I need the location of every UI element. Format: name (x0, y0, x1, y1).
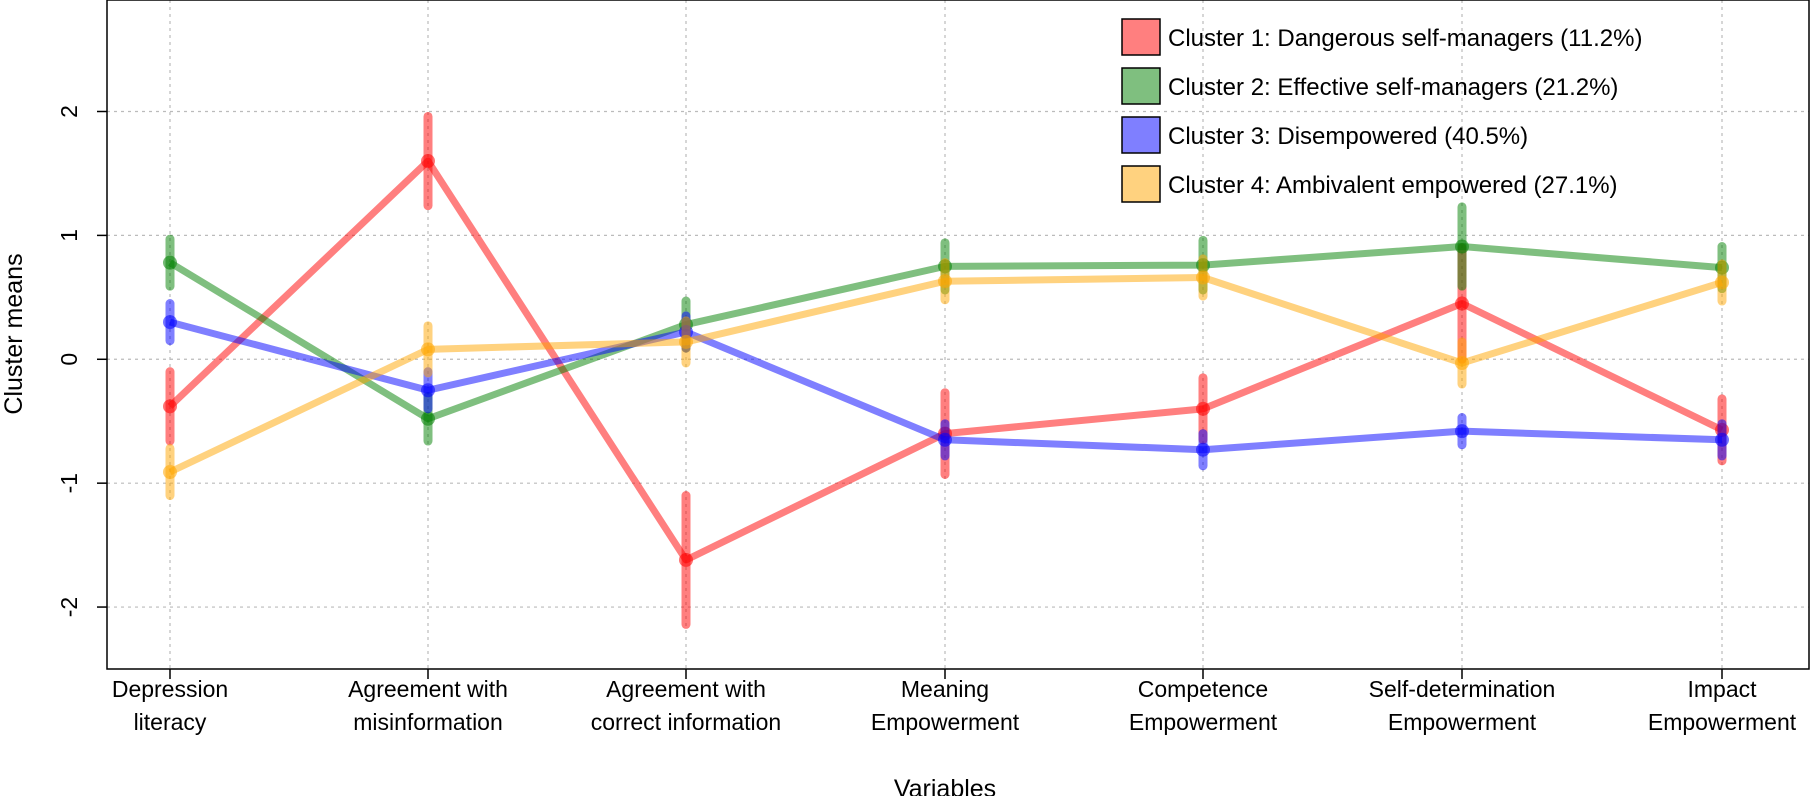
data-point (421, 383, 435, 398)
data-point (1455, 296, 1469, 311)
plot-frame (106, 0, 1810, 670)
data-point (421, 342, 435, 357)
x-tick-label: Self-determination Empowerment (1369, 676, 1556, 735)
data-point (1196, 401, 1210, 416)
data-point (163, 255, 177, 270)
data-point (1715, 432, 1729, 447)
y-axis-label: Cluster means (0, 253, 28, 414)
data-point (1455, 239, 1469, 254)
x-tick-label: Meaning Empowerment (871, 676, 1020, 735)
data-point (1715, 275, 1729, 290)
series-3 (163, 299, 1729, 471)
legend-swatch (1121, 116, 1161, 154)
legend-label: Cluster 2: Effective self-managers (21.2… (1168, 74, 1618, 101)
x-tick-label: Impact Empowerment (1648, 676, 1797, 735)
legend-swatch (1121, 18, 1161, 56)
series-4 (163, 254, 1729, 501)
x-tick-label: Agreement with correct information (591, 676, 781, 735)
series-layer (163, 111, 1729, 629)
legend-label: Cluster 1: Dangerous self-managers (11.2… (1168, 25, 1642, 52)
data-point (679, 552, 693, 567)
y-tick-label: -2 (56, 597, 82, 617)
legend-label: Cluster 3: Disempowered (40.5%) (1168, 123, 1528, 150)
data-point (163, 315, 177, 330)
legend: Cluster 1: Dangerous self-managers (11.2… (1121, 18, 1642, 203)
x-tick-label: Depression literacy (112, 676, 228, 735)
data-point (1196, 442, 1210, 457)
data-point (938, 432, 952, 447)
y-tick-label: 1 (56, 229, 82, 242)
x-axis-label: Variables (894, 775, 996, 796)
data-point (1196, 270, 1210, 285)
data-point (1455, 424, 1469, 439)
data-point (421, 154, 435, 169)
x-tick-label: Agreement with misinformation (348, 676, 508, 735)
data-point (1455, 355, 1469, 370)
legend-swatch (1121, 165, 1161, 203)
data-point (163, 399, 177, 414)
data-point (163, 465, 177, 480)
y-tick-label: 2 (56, 105, 82, 118)
data-point (938, 274, 952, 289)
y-tick-label: 0 (56, 353, 82, 366)
legend-label: Cluster 4: Ambivalent empowered (27.1%) (1168, 172, 1618, 199)
data-point (421, 411, 435, 426)
axes: -2 -1 0 1 2 Depression literacy Agreement with m… (56, 105, 1797, 735)
data-point (679, 334, 693, 349)
x-tick-label: Competence Empowerment (1129, 676, 1278, 735)
legend-swatch (1121, 67, 1161, 105)
y-tick-label: -1 (56, 473, 82, 493)
